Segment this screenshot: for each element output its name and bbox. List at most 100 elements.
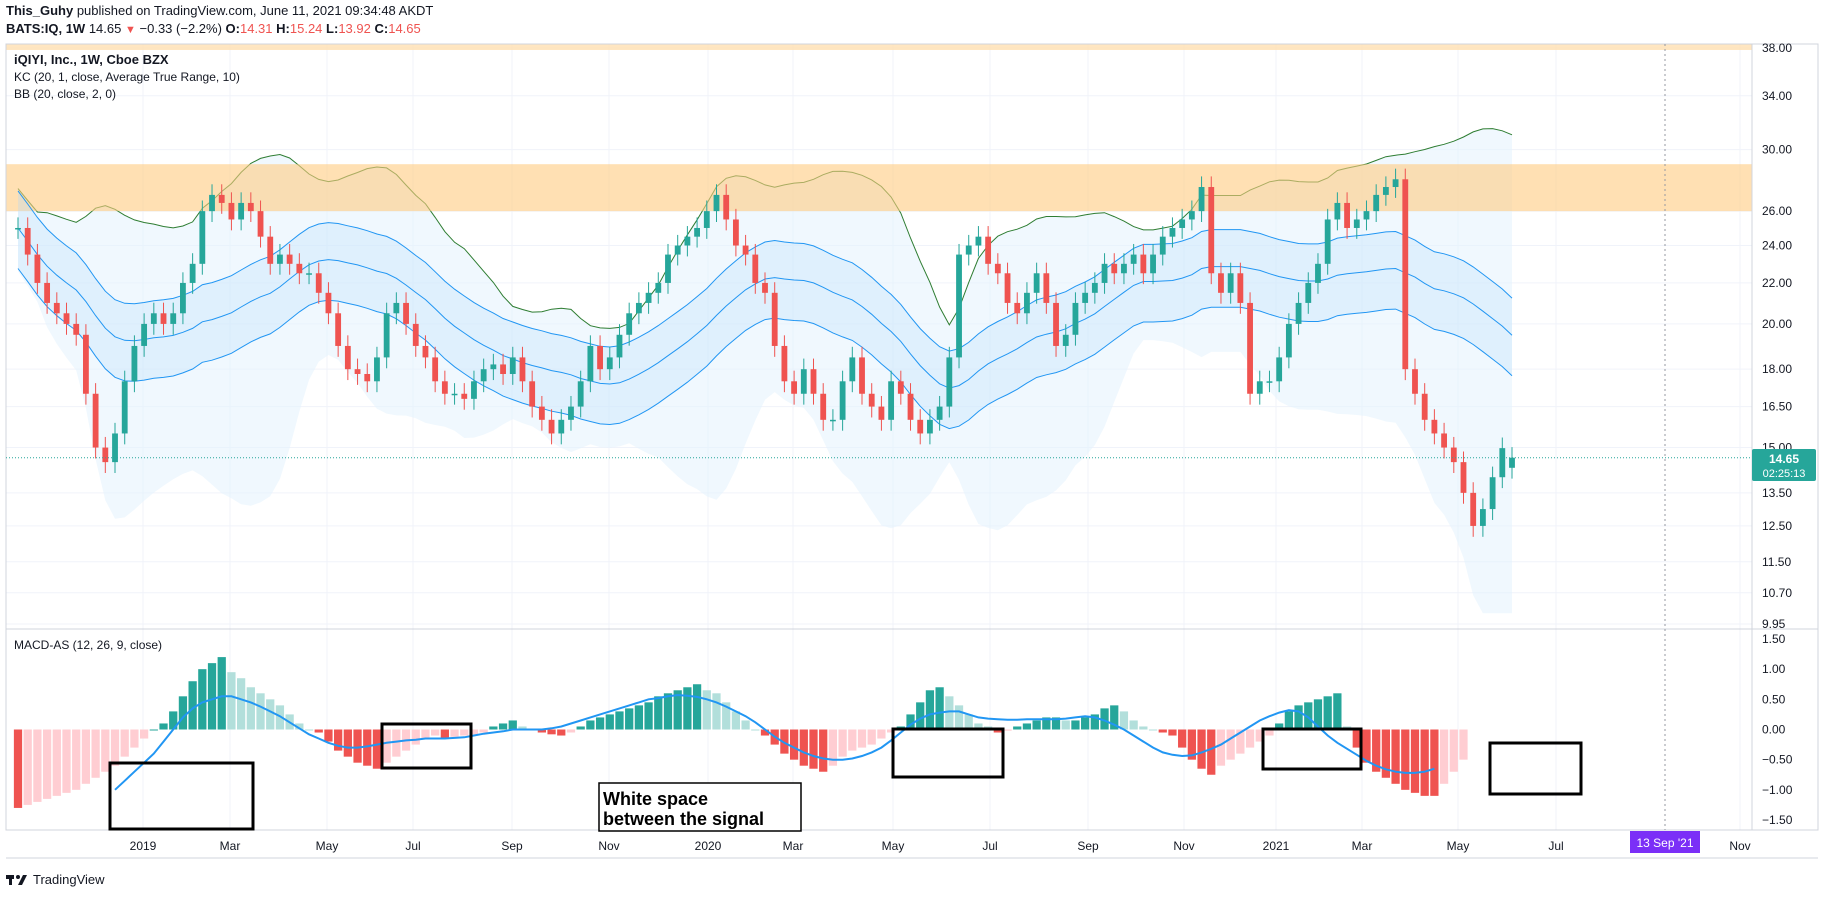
- candle-body: [199, 211, 206, 264]
- y-tick-label: 16.50: [1762, 400, 1792, 414]
- bb-legend[interactable]: BB (20, close, 2, 0): [14, 87, 116, 101]
- macd-histogram-bar: [1381, 729, 1391, 778]
- macd-histogram-bar: [1071, 720, 1080, 730]
- macd-histogram-bar: [33, 729, 42, 802]
- macd-histogram-bar: [692, 684, 702, 730]
- candle-body: [1237, 273, 1244, 303]
- macd-y-tick-label: 0.00: [1762, 723, 1786, 737]
- candle-body: [131, 345, 138, 382]
- macd-histogram-bar: [1294, 705, 1303, 730]
- tradingview-logo-icon[interactable]: [6, 873, 28, 887]
- macd-histogram-bar: [838, 729, 847, 757]
- y-tick-label: 24.00: [1762, 239, 1792, 253]
- candle-body: [810, 369, 817, 394]
- macd-histogram-bar: [1042, 717, 1051, 730]
- candle-body: [92, 393, 99, 448]
- macd-histogram-bar: [62, 729, 71, 793]
- candle-body: [218, 194, 225, 203]
- macd-histogram-bar: [363, 729, 372, 766]
- macd-histogram-bar: [848, 729, 857, 751]
- candle-body: [1431, 419, 1438, 434]
- y-tick-label: 11.50: [1762, 555, 1791, 569]
- candle-body: [73, 323, 80, 335]
- candle-body: [771, 292, 778, 346]
- macd-histogram-bar: [188, 681, 197, 730]
- candle-body: [1363, 211, 1370, 220]
- kc-legend[interactable]: KC (20, 1, close, Average True Range, 10…: [14, 70, 240, 84]
- candle-body: [820, 393, 827, 420]
- candle-body: [897, 381, 904, 394]
- candle-body: [616, 334, 623, 358]
- high-value: 15.24: [289, 21, 323, 36]
- macd-histogram-bar: [120, 729, 129, 757]
- macd-histogram-bar: [1245, 729, 1255, 748]
- candle-body: [267, 236, 274, 264]
- y-tick-label: 9.95: [1762, 617, 1786, 631]
- macd-histogram-bar: [469, 729, 479, 735]
- chart-canvas[interactable]: 2019 Mar May Jul Sep Nov 2020 Mar May Jul Sep Nov 20…: [0, 0, 1828, 870]
- x-tick-label: Sep: [501, 839, 523, 853]
- macd-histogram-bar: [324, 729, 333, 742]
- macd-histogram-bar: [1391, 729, 1400, 784]
- ohlc-line: BATS:IQ, 1W 14.65 ▼ −0.33 (−2.2%) O:14.3…: [6, 20, 1406, 39]
- candle-body: [374, 357, 380, 382]
- macd-histogram-bar: [673, 690, 682, 730]
- macd-histogram-bar: [72, 729, 81, 790]
- x-tick-label: Mar: [1352, 839, 1373, 853]
- price-change: −0.33 (−2.2%): [139, 21, 222, 36]
- candle-body: [1373, 194, 1380, 212]
- macd-histogram-bar: [819, 729, 828, 772]
- candle-body: [451, 393, 458, 396]
- candle-body: [1082, 292, 1089, 303]
- candle-body: [1043, 273, 1050, 303]
- x-tick-label: 2021: [1263, 839, 1290, 853]
- candle-body: [1033, 273, 1040, 293]
- candle-body: [1150, 254, 1156, 274]
- x-tick-label: Nov: [598, 839, 619, 853]
- macd-legend[interactable]: MACD-AS (12, 26, 9, close): [14, 638, 162, 652]
- footer-brand[interactable]: TradingView: [33, 872, 105, 887]
- candle-body: [1315, 263, 1321, 283]
- macd-histogram-bar: [1255, 729, 1264, 742]
- macd-histogram-bar: [605, 714, 614, 730]
- candle-body: [868, 393, 875, 407]
- candle-body: [1024, 292, 1030, 314]
- candle-body: [703, 211, 710, 228]
- candle-body: [1382, 187, 1389, 195]
- candle-body: [209, 194, 215, 212]
- macd-histogram-bar: [809, 729, 818, 769]
- resistance-zone: [6, 44, 1752, 212]
- macd-y-tick-label: −1.50: [1762, 813, 1793, 827]
- candle-body: [742, 245, 749, 255]
- author-name[interactable]: This_Guhy: [6, 3, 74, 18]
- candle-body: [946, 357, 953, 407]
- macd-histogram-bar: [1362, 729, 1371, 763]
- macd-histogram-bar: [91, 729, 100, 778]
- annotation-box[interactable]: [598, 782, 802, 832]
- macd-histogram-bar: [1207, 729, 1216, 775]
- candle-body: [829, 419, 836, 422]
- chart-header: This_Guhy published on TradingView.com, …: [6, 2, 1406, 39]
- macd-histogram-bar: [1216, 729, 1226, 766]
- price-tag-countdown: 02:25:13: [1763, 468, 1806, 480]
- y-tick-label: 38.00: [1762, 41, 1792, 55]
- annotation-rectangle: [108, 761, 255, 831]
- candle-body: [519, 357, 526, 382]
- candle-body: [471, 381, 477, 399]
- macd-histogram-bar: [916, 702, 925, 730]
- macd-histogram-bar: [634, 705, 644, 730]
- candle-body: [160, 313, 167, 324]
- candle-body: [597, 345, 603, 370]
- macd-histogram-bar: [334, 729, 343, 751]
- y-tick-label: 22.00: [1762, 276, 1792, 290]
- macd-histogram-bar: [23, 729, 32, 805]
- candle-body: [1121, 263, 1127, 274]
- candle-body: [606, 357, 613, 370]
- macd-y-tick-label: 1.50: [1762, 632, 1786, 646]
- macd-histogram-bar: [207, 663, 217, 730]
- candle-body: [1198, 187, 1205, 212]
- candle-body: [1247, 302, 1253, 394]
- candle-body: [1479, 509, 1486, 526]
- close-label: C:: [374, 21, 389, 36]
- main-legend-title[interactable]: iQIYI, Inc., 1W, Cboe BZX: [14, 52, 169, 67]
